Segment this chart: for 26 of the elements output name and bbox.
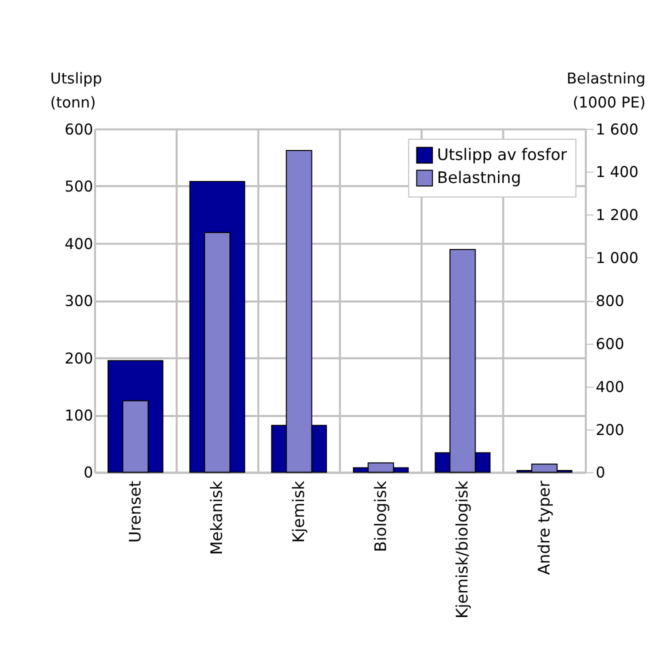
- y2-tick-label: 1 000: [596, 249, 638, 268]
- y2-tick-label: 1 400: [596, 163, 638, 182]
- x-tick-label: Biologisk: [370, 480, 390, 552]
- y-axis-title: Utslipp (tonn): [50, 70, 102, 112]
- y2-tick-label: 0: [596, 464, 606, 482]
- y-tick-label: 500: [64, 178, 94, 196]
- x-tick-label: Andre typer: [534, 480, 554, 575]
- y2-tick-label: 1 600: [596, 120, 638, 138]
- y2-tick-label: 800: [596, 292, 624, 310]
- y2-tick-label: 400: [596, 378, 624, 396]
- legend-label: Belastning: [437, 168, 522, 188]
- y-tick-label: 400: [64, 234, 94, 253]
- legend-label: Utslipp av fosfor: [437, 145, 568, 164]
- x-tick-label: Kjemisk: [289, 480, 308, 543]
- x-tick-label: Kjemisk/biologisk: [452, 480, 472, 619]
- x-tick-label: Urenset: [125, 480, 144, 543]
- y2-tick-label: 600: [596, 334, 624, 353]
- y2-tick-label: 1 200: [596, 206, 638, 224]
- x-tick-label: Mekanisk: [207, 480, 226, 555]
- y2-tick-label: 200: [596, 420, 624, 439]
- y-tick-label: 300: [64, 292, 94, 310]
- y-tick-label: 200: [64, 349, 94, 368]
- y-tick-label: 0: [84, 464, 94, 482]
- y-tick-label: 100: [64, 406, 94, 425]
- y-tick-label: 600: [64, 120, 94, 138]
- y2-axis-title: Belastning (1000 PE): [566, 70, 646, 112]
